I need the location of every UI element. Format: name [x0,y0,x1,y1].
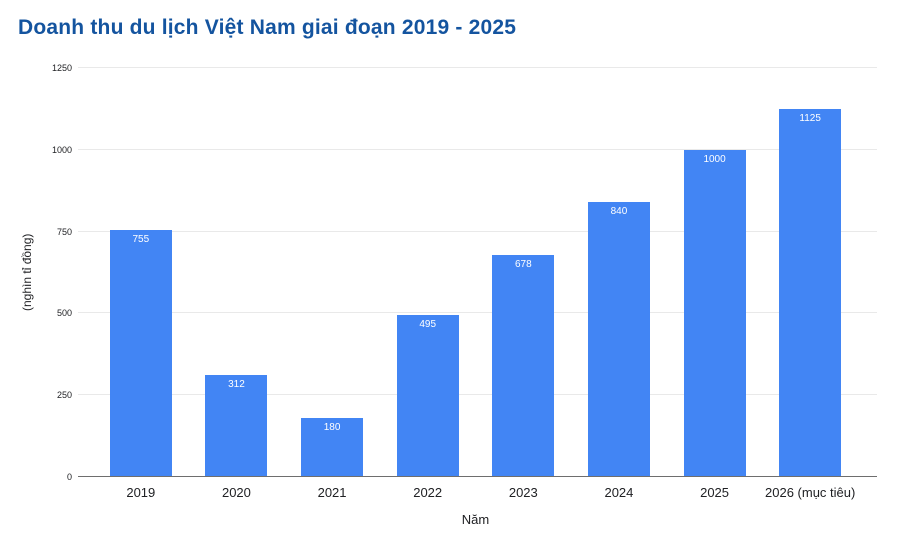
category-band: 755 2019 312 2020 180 2021 495 2022 678 2023 840 20… [93,68,858,500]
bar-value-label: 1000 [703,153,726,165]
y-tick-label: 1250 [51,63,72,73]
y-tick-label: 0 [66,472,72,482]
x-tick-label: 2026 (mục tiêu) [765,485,856,500]
y-axis-title: (nghìn tỉ đồng) [20,233,34,312]
chart-title: Doanh thu du lịch Việt Nam giai đoạn 201… [18,16,517,39]
bar-2024: 840 [587,202,650,477]
bar-value-label: 755 [132,233,150,245]
gridline [78,230,877,232]
bar-2025: 1000 [683,149,746,477]
bar-value-label: 180 [323,422,341,434]
plot-area: 755 2019 312 2020 180 2021 495 2022 678 2023 840 20… [52,63,877,500]
x-axis-baseline [78,476,877,477]
x-tick-label: 2020 [221,485,251,500]
bar-value-label: 678 [514,259,532,271]
gridline [78,312,877,314]
gridline [78,394,877,396]
x-tick-label: 2024 [604,485,634,500]
bar-2019: 755 [109,229,172,477]
y-tick-label: 250 [56,390,72,401]
y-tick-label: 1000 [51,144,72,155]
x-tick-label: 2022 [413,485,443,500]
bar-value-label: 495 [419,319,437,331]
bar-2021: 180 [301,418,364,477]
bar-value-label: 312 [228,378,245,390]
x-tick-label: 2025 [700,485,730,500]
gridline [78,148,877,150]
y-tick-label: 750 [56,226,72,237]
bar-2022: 495 [396,315,459,477]
bar-2020: 312 [205,374,268,477]
bar-value-label: 1125 [799,112,821,124]
y-tick-label: 500 [56,308,72,319]
bar-value-label: 840 [610,206,628,218]
x-tick-label: 2021 [317,485,347,500]
x-axis-title: Năm [461,512,490,527]
gridline [78,67,877,68]
bar-2023: 678 [492,255,555,477]
x-tick-label: 2019 [126,485,156,500]
x-tick-label: 2023 [508,485,538,500]
bar-2026: 1125 [779,108,842,477]
